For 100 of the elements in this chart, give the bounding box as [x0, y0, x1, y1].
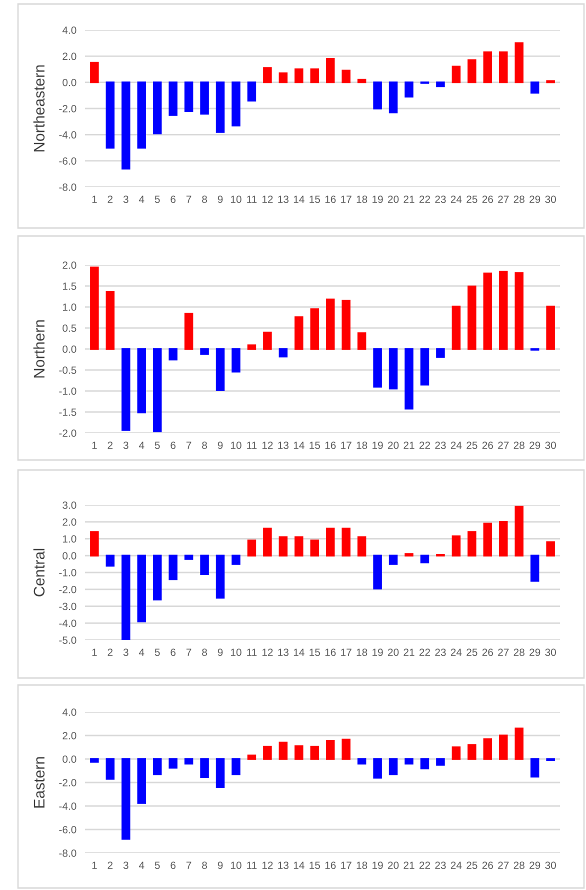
x-tick-label: 26 — [482, 862, 493, 869]
x-tick-label: 21 — [404, 862, 414, 869]
bar — [342, 528, 350, 556]
x-tick-label: 10 — [230, 196, 242, 203]
y-tick-label: -3.0 — [59, 602, 76, 610]
y-tick-label: -4.0 — [59, 620, 76, 627]
x-tick-label: 7 — [186, 442, 192, 449]
bar — [530, 82, 540, 94]
bar — [168, 758, 178, 769]
x-tick-label: 16 — [325, 648, 336, 656]
bar — [184, 758, 194, 765]
bar — [420, 758, 430, 770]
bar — [216, 554, 225, 599]
x-tick-label: 3 — [123, 196, 128, 203]
x-tick-label: 8 — [202, 648, 207, 656]
x-tick-label: 15 — [310, 196, 320, 203]
x-tick-label: 17 — [341, 648, 352, 656]
bar — [90, 758, 99, 763]
x-tick-label: 7 — [186, 196, 192, 203]
bar — [342, 738, 350, 760]
x-tick-label: 14 — [294, 862, 304, 869]
bar — [546, 541, 555, 556]
bar — [452, 535, 461, 556]
bar — [436, 82, 445, 88]
x-tick-label: 19 — [372, 862, 383, 869]
x-tick-label: 11 — [247, 862, 257, 869]
y-tick-label: 0.0 — [62, 552, 76, 560]
bar — [499, 51, 508, 84]
x-tick-label: 22 — [419, 196, 430, 203]
x-tick-label: 13 — [278, 862, 289, 869]
x-tick-label: 5 — [154, 196, 160, 203]
bar — [152, 348, 162, 432]
bar — [137, 82, 146, 149]
bar — [326, 528, 335, 556]
x-tick-label: 24 — [450, 862, 462, 869]
bar — [263, 332, 272, 350]
x-tick-label: 30 — [545, 648, 556, 656]
y-tick-label: -4.0 — [59, 802, 76, 810]
x-tick-label: 14 — [294, 648, 304, 656]
bar — [499, 521, 508, 556]
bar — [184, 554, 194, 560]
x-tick-label: 13 — [278, 196, 289, 203]
bar — [436, 348, 445, 358]
bar — [373, 758, 382, 779]
bar — [294, 316, 304, 350]
bar — [483, 272, 492, 350]
bar — [514, 42, 524, 84]
bar — [514, 506, 524, 556]
x-tick-label: 7 — [186, 862, 192, 869]
bar — [106, 758, 115, 780]
bar — [200, 82, 209, 115]
bar — [278, 348, 288, 358]
x-tick-label: 13 — [278, 648, 289, 656]
x-tick-label: 1 — [92, 648, 97, 656]
x-tick-label: 8 — [202, 196, 207, 203]
y-tick-label: -2.0 — [59, 586, 76, 594]
y-tick-label: 0.5 — [62, 324, 76, 332]
bar — [546, 306, 555, 350]
bar — [310, 68, 320, 84]
x-tick-label: 3 — [123, 862, 128, 869]
y-tick-label: -2.0 — [59, 105, 76, 112]
bar — [263, 528, 272, 556]
bar — [483, 738, 492, 760]
x-tick-label: 21 — [404, 648, 414, 656]
x-tick-label: 26 — [482, 442, 493, 449]
x-tick-label: 9 — [218, 196, 223, 203]
x-tick-label: 27 — [498, 196, 509, 203]
x-tick-label: 3 — [123, 648, 128, 656]
x-tick-label: 27 — [498, 648, 509, 656]
bar — [278, 72, 288, 84]
x-tick-label: 1 — [92, 442, 97, 449]
bar — [452, 66, 461, 84]
x-tick-label: 5 — [154, 648, 160, 656]
bar — [404, 758, 414, 765]
bar — [388, 554, 398, 565]
x-tick-label: 12 — [262, 862, 273, 869]
bar — [152, 554, 162, 600]
bar — [468, 59, 476, 84]
x-tick-label: 20 — [388, 648, 399, 656]
x-tick-label: 2 — [108, 196, 113, 203]
y-axis-title: Central — [33, 548, 45, 596]
x-tick-label: 18 — [356, 862, 368, 869]
y-tick-label: -1.0 — [59, 388, 76, 395]
bar — [168, 554, 178, 580]
bar — [514, 728, 524, 760]
y-tick-label: 2.0 — [62, 52, 76, 60]
bar — [310, 746, 320, 760]
bar — [216, 758, 225, 788]
bar — [499, 270, 508, 350]
x-tick-label: 6 — [170, 648, 176, 656]
x-tick-label: 6 — [170, 196, 176, 203]
bar — [200, 348, 209, 355]
x-tick-label: 15 — [310, 648, 320, 656]
x-tick-label: 11 — [247, 196, 257, 203]
x-tick-label: 30 — [545, 196, 556, 203]
bar — [137, 554, 146, 622]
bar — [294, 536, 304, 556]
bar — [137, 348, 146, 414]
bar — [468, 531, 476, 556]
y-tick-label: 4.0 — [62, 26, 76, 34]
